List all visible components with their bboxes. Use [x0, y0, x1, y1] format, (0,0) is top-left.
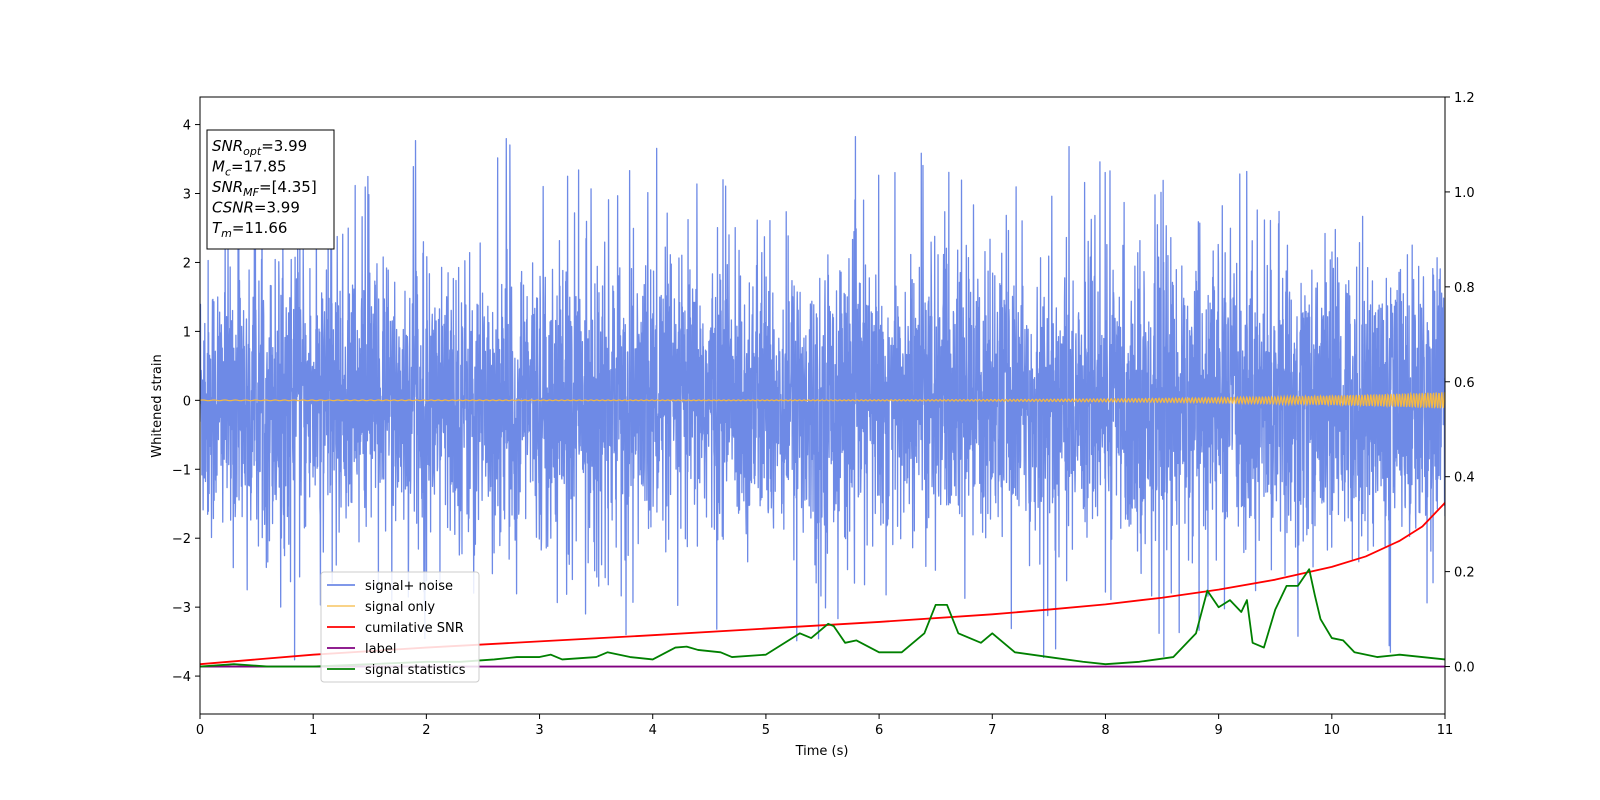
y2-tick-label: 1.2 [1454, 91, 1475, 106]
x-tick-label: 3 [535, 723, 543, 738]
annotation-symbol: M [212, 158, 225, 176]
annotation-subscript: opt [243, 145, 262, 158]
y2-tick-label: 0.6 [1454, 376, 1475, 391]
y-tick-label: −1 [172, 463, 191, 478]
y2-tick-label: 0.8 [1454, 281, 1475, 296]
y-axis-right: 1.2 1.0 0.8 0.6 0.4 0.2 0.0 [1445, 91, 1475, 676]
x-tick-label: 11 [1437, 723, 1454, 738]
series-signal-noise-line [200, 135, 1445, 661]
x-tick-label: 10 [1324, 723, 1341, 738]
annotation-symbol: SNR [212, 137, 243, 155]
series-cumilative-snr-line [200, 502, 1445, 666]
y2-tick-label: 0.0 [1454, 661, 1475, 676]
series-signal-only-line [200, 391, 1445, 409]
annotation-symbol: CSNR [212, 199, 254, 217]
legend-entry: signal statistics [365, 663, 466, 678]
annotation-line: Mc=17.85 [212, 158, 287, 179]
annotation-line: Tm=11.66 [212, 219, 287, 240]
x-tick-label: 2 [422, 723, 430, 738]
y2-tick-label: 0.2 [1454, 566, 1475, 581]
x-tick-label: 9 [1214, 723, 1222, 738]
y-tick-label: 0 [183, 394, 191, 409]
y2-tick-label: 0.4 [1454, 471, 1475, 486]
annotation-value: =11.66 [232, 219, 288, 237]
x-tick-label: 0 [196, 723, 204, 738]
x-tick-label: 4 [649, 723, 657, 738]
y-axis-label: Whitened strain [150, 354, 165, 457]
x-tick-label: 8 [1101, 723, 1109, 738]
y-tick-label: 1 [183, 325, 191, 340]
annotation-value: =[4.35] [259, 178, 317, 196]
annotation-subscript: c [225, 166, 231, 179]
x-tick-label: 7 [988, 723, 996, 738]
y-tick-label: 2 [183, 256, 191, 271]
x-axis-label: Time (s) [795, 744, 849, 759]
legend: signal+ noise signal only cumilative SNR la… [320, 571, 480, 683]
x-axis: 0 1 2 3 4 5 6 7 8 9 10 11 [196, 714, 1453, 738]
y-tick-label: 3 [183, 188, 191, 203]
x-tick-label: 5 [762, 723, 770, 738]
annotation-value: =3.99 [254, 199, 300, 217]
legend-entry: label [365, 642, 396, 657]
legend-entry: signal+ noise [365, 579, 453, 594]
annotation-line: SNRMF=[4.35] [212, 178, 317, 199]
x-tick-label: 1 [309, 723, 317, 738]
annotation-symbol: T [212, 219, 223, 237]
y-axis-left: 4 3 2 1 0 −1 −2 −3 −4 [172, 119, 200, 685]
annotation-subscript: m [221, 227, 232, 240]
y-tick-label: 4 [183, 119, 191, 134]
legend-entry: signal only [365, 600, 435, 615]
annotation-subscript: MF [243, 186, 259, 199]
annotation-frame [206, 129, 335, 250]
annotation-symbol: SNR [212, 178, 243, 196]
annotation-value: =17.85 [231, 158, 287, 176]
annotation-value: =3.99 [261, 137, 307, 155]
annotation-line: SNRopt=3.99 [212, 137, 307, 158]
y-tick-label: −4 [172, 670, 191, 685]
y-tick-label: −2 [172, 532, 191, 547]
legend-entry: cumilative SNR [365, 621, 464, 636]
y2-tick-label: 1.0 [1454, 186, 1475, 201]
x-tick-label: 6 [875, 723, 883, 738]
series-signal-statistics-line [200, 568, 1445, 668]
y-tick-label: −3 [172, 601, 191, 616]
annotation-box: SNRopt=3.99Mc=17.85SNRMF=[4.35]CSNR=3.99… [206, 129, 335, 250]
plot-frame [199, 96, 1446, 715]
annotation-line: CSNR=3.99 [212, 199, 300, 217]
legend-frame [320, 571, 480, 683]
